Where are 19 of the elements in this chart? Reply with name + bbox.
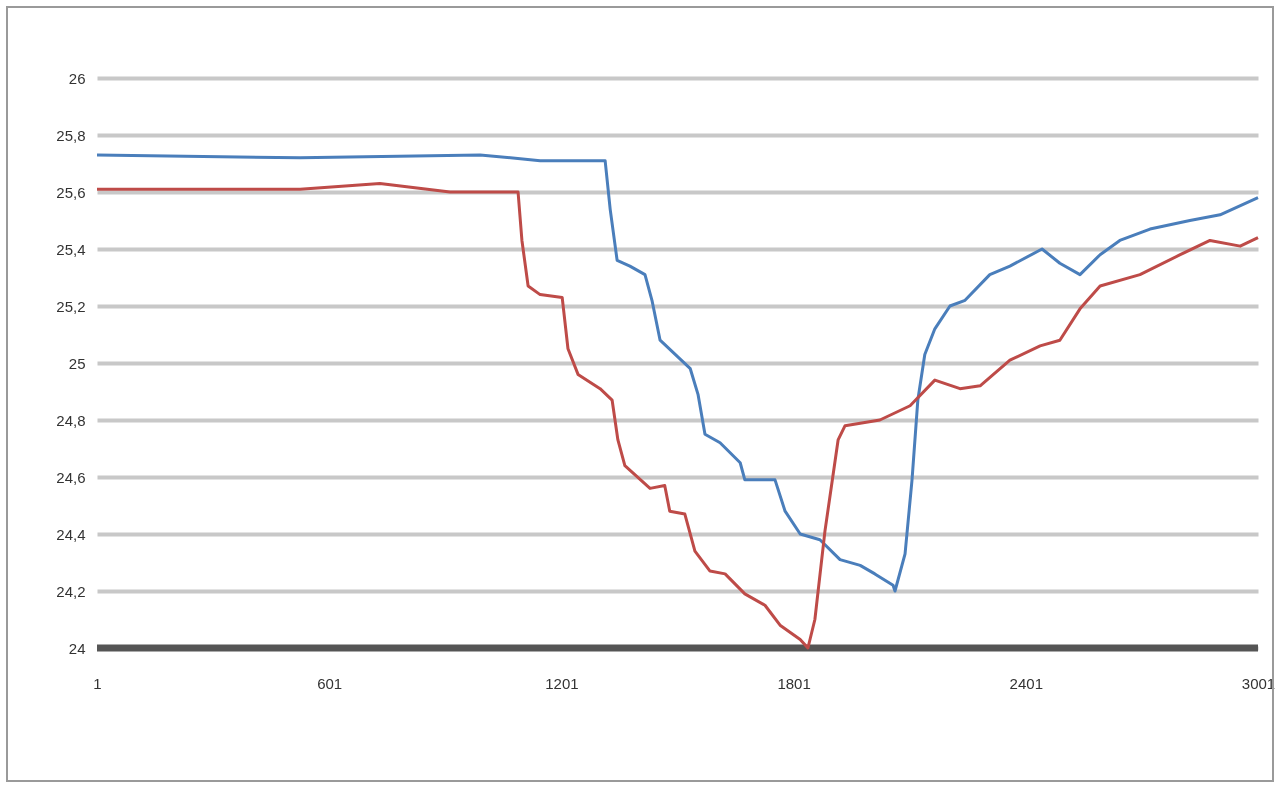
y-tick-label: 24,8 <box>56 411 86 429</box>
y-tick-label: 25,4 <box>56 240 86 258</box>
y-tick-label: 25 <box>68 354 86 372</box>
x-tick-label: 1201 <box>545 674 579 692</box>
x-tick-label: 3001 <box>1241 674 1276 692</box>
line-series <box>95 181 1260 650</box>
y-tick-label: 25,6 <box>56 183 86 201</box>
y-tick-label: 25,8 <box>56 126 86 144</box>
line-series <box>95 153 1260 593</box>
y-tick-label: 24,6 <box>56 468 86 486</box>
x-tick-label: 1 <box>93 674 102 692</box>
y-tick-label: 24 <box>68 639 86 657</box>
y-tick-label: 24,4 <box>56 525 86 543</box>
x-tick-label: 2401 <box>1009 674 1043 692</box>
y-tick-label: 25,2 <box>56 297 86 315</box>
x-tick-label: 601 <box>317 674 343 692</box>
y-tick-label: 24,2 <box>56 582 86 600</box>
x-tick-label: 1801 <box>777 674 811 692</box>
y-tick-label: 26 <box>68 69 86 87</box>
